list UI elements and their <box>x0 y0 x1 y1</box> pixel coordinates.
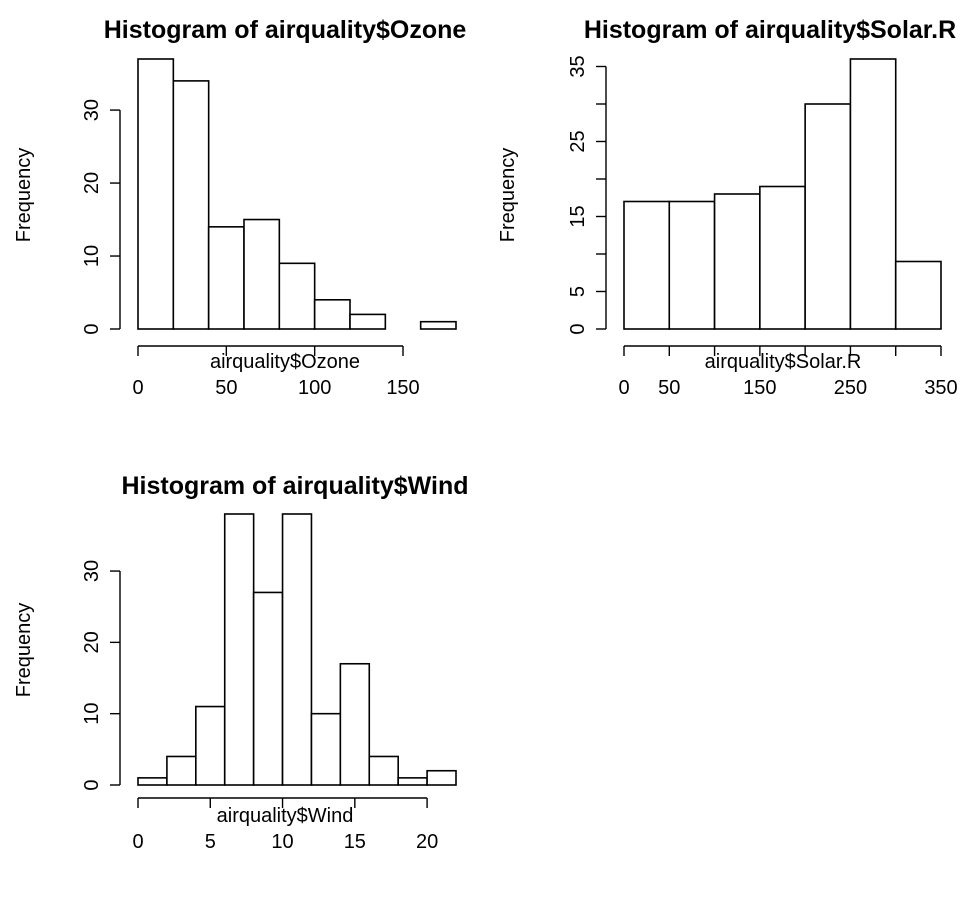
y-tick-label: 0 <box>81 779 103 790</box>
histogram-bar <box>310 712 342 786</box>
y-tick-label: 35 <box>567 55 589 77</box>
y-tick-label: 10 <box>81 703 103 725</box>
histogram-bar <box>137 58 175 330</box>
chart-title: Histogram of airquality$Solar.R <box>584 16 956 44</box>
histogram-bar <box>623 200 671 330</box>
x-tick-label: 150 <box>743 377 776 399</box>
y-tick-label: 10 <box>81 245 103 267</box>
histogram-bar <box>313 299 351 330</box>
histogram-bar <box>426 769 457 786</box>
histogram-bar <box>207 226 245 330</box>
histogram-panel-3: Histogram of airquality$Wind 0 5 10 15 20 0 10 2… <box>13 472 469 853</box>
histogram-bar <box>195 705 226 786</box>
y-tick-label: 30 <box>81 99 103 121</box>
histogram-bar <box>419 320 457 330</box>
y-tick-label: 25 <box>567 130 589 152</box>
histogram-bar <box>759 185 806 330</box>
x-tick-label: 100 <box>298 377 331 399</box>
histogram-bar <box>172 80 210 330</box>
chart-title: Histogram of airquality$Wind <box>121 472 468 500</box>
histogram-bar <box>223 513 255 786</box>
histogram-bar <box>804 103 852 330</box>
histogram-panel-1: Histogram of airquality$Ozone 0 50 100 150 0 1… <box>13 16 466 399</box>
y-tick-label: 20 <box>81 631 103 653</box>
y-tick-label: 15 <box>567 205 589 227</box>
y-tick-label: 30 <box>81 560 103 582</box>
histogram-bar <box>368 755 399 786</box>
histogram-bar <box>243 218 281 330</box>
histogram-bar <box>278 262 316 330</box>
x-tick-label: 50 <box>658 377 680 399</box>
y-tick-label: 0 <box>567 323 589 334</box>
histogram-bar <box>339 662 371 786</box>
x-axis-label: airquality$Solar.R <box>705 351 862 373</box>
y-axis-label: Frequency <box>497 148 519 243</box>
histogram-bar <box>397 777 428 786</box>
x-axis-label: airquality$Ozone <box>210 351 360 373</box>
y-tick-label: 5 <box>567 286 589 297</box>
x-tick-label: 250 <box>834 377 867 399</box>
x-tick-label: 0 <box>132 831 143 853</box>
y-axis-label: Frequency <box>13 603 35 698</box>
x-tick-label: 5 <box>205 831 216 853</box>
histogram-panel-2: Histogram of airquality$Solar.R0 50 150 250… <box>497 16 958 399</box>
y-axis-label: Frequency <box>13 148 35 243</box>
x-tick-label: 15 <box>344 831 366 853</box>
histogram-bar <box>166 755 197 786</box>
x-tick-label: 10 <box>271 831 293 853</box>
x-tick-label: 350 <box>924 377 957 399</box>
histogram-bar <box>252 591 284 786</box>
x-tick-label: 50 <box>215 377 237 399</box>
y-tick-label: 20 <box>81 172 103 194</box>
x-tick-label: 0 <box>132 377 143 399</box>
histogram-bar <box>713 193 761 330</box>
x-tick-label: 0 <box>618 377 629 399</box>
x-tick-label: 20 <box>416 831 438 853</box>
x-axis-label: airquality$Wind <box>217 805 354 827</box>
chart-title: Histogram of airquality$Ozone <box>104 16 467 44</box>
histogram-bar <box>137 777 168 786</box>
histogram-bar <box>668 200 716 330</box>
y-tick-label: 0 <box>81 323 103 334</box>
histogram-bar <box>894 260 942 330</box>
histogram-bar <box>281 513 313 786</box>
histogram-bar <box>849 58 897 330</box>
x-tick-label: 150 <box>386 377 419 399</box>
histogram-bar <box>349 313 387 330</box>
